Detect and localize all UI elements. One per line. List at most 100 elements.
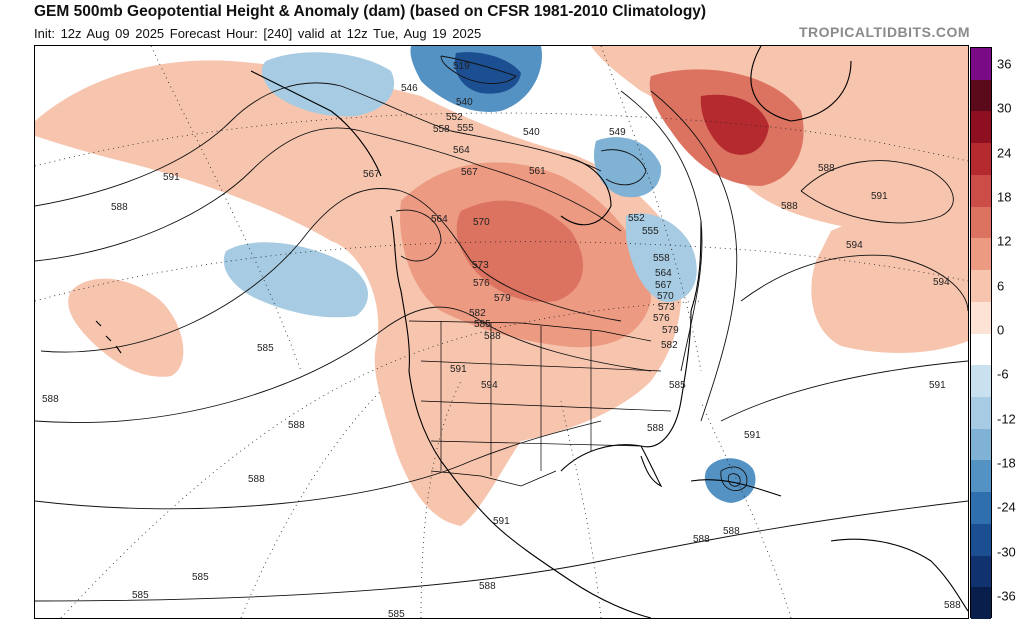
anomaly-fill-atlantic	[811, 217, 968, 353]
grid-line	[420, 380, 462, 618]
colorbar-tick-label: 6	[997, 278, 1005, 294]
forecast-info: Init: 12z Aug 09 2025 Forecast Hour: [24…	[34, 26, 482, 41]
contour-labels: 519 546 540 552 558 555 540 549 564 567 …	[42, 61, 961, 618]
contour-label: 552	[446, 112, 463, 123]
colorbar-tick-label: -6	[997, 366, 1009, 382]
contour-label: 591	[163, 172, 180, 183]
colorbar-tick-label: 12	[997, 233, 1012, 249]
border-us-mexico	[430, 470, 557, 487]
contour-label: 576	[473, 278, 490, 289]
colorbar-segment	[971, 428, 991, 461]
contour-label: 552	[628, 213, 645, 224]
contour-line	[600, 149, 647, 186]
contour-line	[440, 55, 517, 84]
colorbar-tick-label: -12	[997, 411, 1016, 427]
contour-label: 585	[257, 343, 274, 354]
colorbar-segment	[971, 48, 991, 81]
contour-label: 585	[388, 609, 405, 618]
colorbar-segment	[971, 492, 991, 525]
coast-south-america	[830, 538, 968, 612]
anomaly-fill-labrador	[626, 213, 697, 302]
colorbar-segment	[971, 143, 991, 176]
contour-label: 588	[781, 201, 798, 212]
contour-line	[727, 473, 741, 487]
colorbar-segment	[971, 587, 991, 620]
anomaly-fill-pacific-trough	[223, 242, 368, 318]
colorbar-segment	[971, 238, 991, 271]
grid-line	[600, 46, 702, 372]
contour-label: 591	[450, 364, 467, 375]
contour-label: 594	[846, 240, 863, 251]
anomaly-fill-alaska-low	[261, 52, 395, 117]
contour-label: 555	[457, 123, 474, 134]
contour-label: 555	[642, 226, 659, 237]
colorbar-segment	[971, 365, 991, 398]
contour-label: 585	[132, 590, 149, 601]
contour-label: 567	[461, 167, 478, 178]
colorbar-segment	[971, 523, 991, 557]
height-contours	[35, 55, 968, 602]
contour-label: 579	[662, 325, 679, 336]
colorbar-segment	[971, 206, 991, 239]
contour-line	[650, 90, 738, 422]
colorbar-tick-label: 24	[997, 145, 1012, 161]
contour-label: 588	[944, 600, 961, 611]
contour-line	[35, 420, 602, 510]
contour-label: 582	[469, 308, 486, 319]
colorbar-segment	[971, 460, 991, 493]
contour-label: 588	[484, 331, 501, 342]
contour-label: 582	[661, 340, 678, 351]
contour-line	[720, 466, 748, 491]
contour-label: 564	[453, 145, 470, 156]
colorbar-tick-label: 0	[997, 322, 1005, 338]
contour-label: 576	[653, 313, 670, 324]
contour-label: 567	[655, 280, 672, 291]
contour-line	[740, 254, 968, 312]
border-us-canada	[408, 320, 652, 342]
contour-line	[395, 209, 442, 262]
contour-label: 570	[473, 217, 490, 228]
contour-label: 591	[871, 191, 888, 202]
anomaly-fill-canada-core	[456, 200, 583, 302]
contour-label: 570	[657, 291, 674, 302]
contour-label: 588	[288, 420, 305, 431]
contour-line	[40, 188, 622, 353]
contour-label: 585	[192, 572, 209, 583]
colorbar-tick-label: -18	[997, 455, 1016, 471]
border-state-5	[420, 360, 662, 372]
anomaly-fill-greenland-max	[700, 94, 769, 155]
colorbar-segment	[971, 396, 991, 430]
border-state-6	[420, 400, 672, 412]
colorbar-segment	[971, 270, 991, 303]
colorbar-segment	[971, 333, 991, 366]
contour-label: 540	[523, 127, 540, 138]
contour-label: 573	[472, 260, 489, 271]
anomaly-fill-hurricane	[704, 458, 756, 503]
contour-line	[35, 82, 602, 207]
contour-label: 519	[453, 61, 470, 72]
contour-label: 588	[248, 474, 265, 485]
colorbar-segment	[971, 174, 991, 208]
contour-label: 588	[111, 202, 128, 213]
lat-lon-grid	[35, 46, 968, 618]
chart-title: GEM 500mb Geopotential Height & Anomaly …	[34, 3, 707, 20]
grid-line	[240, 390, 382, 618]
grid-line	[60, 300, 702, 618]
coast-florida	[640, 445, 663, 488]
colorbar-tick-label: 30	[997, 100, 1012, 116]
contour-label: 588	[693, 534, 710, 545]
contour-label: 564	[655, 268, 672, 279]
contour-line	[35, 306, 652, 423]
colorbar-tick-label: -24	[997, 499, 1016, 515]
colorbar-segment	[971, 555, 991, 588]
contour-line	[800, 160, 954, 224]
grid-line	[700, 400, 792, 618]
contour-label: 561	[529, 166, 546, 177]
contour-label: 588	[818, 163, 835, 174]
anomaly-fill-hawaii	[68, 278, 184, 377]
anomaly-colorbar	[970, 47, 992, 620]
colorbar-segment	[971, 301, 991, 334]
contour-label: 585	[669, 380, 686, 391]
contour-label: 591	[493, 516, 510, 527]
colorbar-segment	[971, 79, 991, 112]
